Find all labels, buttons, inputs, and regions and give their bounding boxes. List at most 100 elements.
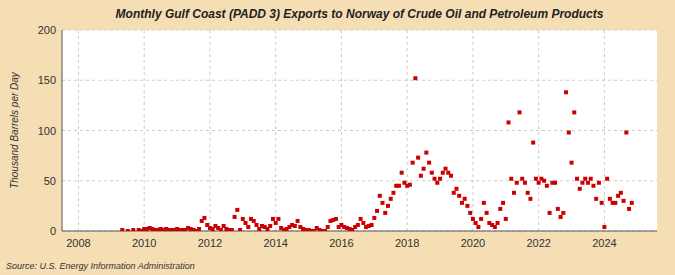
point [572,110,576,114]
point [482,201,486,205]
y-tick-label: 100 [38,125,56,137]
y-tick-label: 50 [44,175,56,187]
point [246,225,250,229]
y-grid-line [62,180,657,181]
point [397,184,401,188]
point [485,211,489,215]
point [619,191,623,195]
point [512,191,516,195]
y-grid-line [62,80,657,81]
point [526,191,530,195]
point [356,223,360,227]
point [372,216,376,220]
y-grid-line [62,30,657,31]
point [597,181,601,185]
y-axis-label: Thousand Barrels per Day [9,71,20,189]
y-tick-label: 0 [50,225,56,237]
point [334,217,338,221]
x-tick-label: 2024 [592,237,616,249]
point [255,223,259,227]
point [531,141,535,145]
point [594,197,598,201]
point [383,211,387,215]
point [528,197,532,201]
point [580,181,584,185]
point [452,191,456,195]
point [570,161,574,165]
x-grid-line [209,30,210,231]
point [438,177,442,181]
point [496,221,500,225]
x-grid-line [144,30,145,231]
point [375,209,379,213]
point [252,219,256,223]
point [465,204,469,208]
point [386,204,390,208]
point [244,221,248,225]
point [378,194,382,198]
point [602,225,606,229]
point [501,201,505,205]
chart-container: 0501001502002008201020122014201620182020… [0,0,675,275]
point [627,207,631,211]
point [542,179,546,183]
point [454,187,458,191]
point [276,217,280,221]
point [537,181,541,185]
point [457,194,461,198]
point [624,131,628,135]
point [419,174,423,178]
x-tick-label: 2012 [198,237,222,249]
point [381,201,385,205]
point [556,207,560,211]
axes: 0501001502002008201020122014201620182020… [38,24,657,249]
point [422,167,426,171]
point [241,217,245,221]
point [591,184,595,188]
x-grid-line [604,30,605,231]
point [235,208,239,212]
point [575,177,579,181]
point [564,90,568,94]
point [202,216,206,220]
point [296,219,300,223]
point [622,199,626,203]
point [411,161,415,165]
point [498,207,502,211]
y-tick-label: 150 [38,74,56,86]
point [370,223,374,227]
y-tick-label: 200 [38,24,56,36]
point [416,156,420,160]
point [523,181,527,185]
point [460,201,464,205]
point [433,177,437,181]
points [120,76,634,231]
grid [62,30,657,231]
x-grid-line [407,30,408,231]
point [230,228,234,231]
point [608,197,612,201]
point [586,181,590,185]
point [233,215,237,219]
point [567,131,571,135]
point [389,197,393,201]
point [471,217,475,221]
point [578,187,582,191]
point [391,191,395,195]
point [559,215,563,219]
x-grid-line [472,30,473,231]
point [441,171,445,175]
point [449,174,453,178]
point [561,211,565,215]
point [361,221,365,225]
point [323,229,327,231]
point [424,151,428,155]
x-grid-line [78,30,79,231]
y-axis-line [62,30,63,231]
point [605,177,609,181]
point [430,171,434,175]
point [548,211,552,215]
x-tick-label: 2022 [526,237,550,249]
point [504,217,508,221]
title: Monthly Gulf Coast (PADD 3) Exports to N… [116,7,604,21]
